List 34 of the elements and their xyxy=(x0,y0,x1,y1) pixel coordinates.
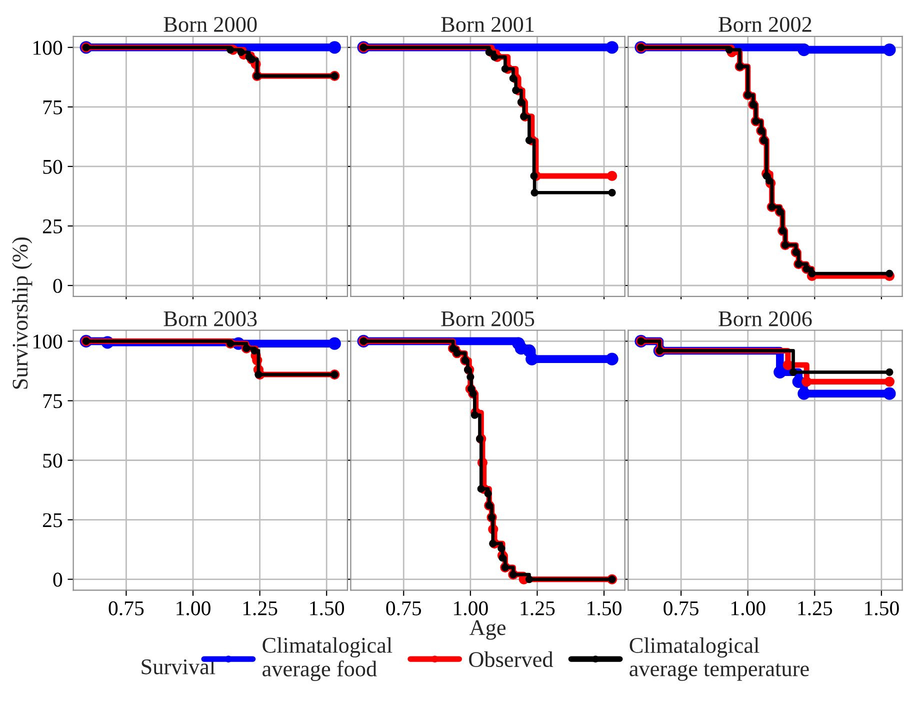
x-tick-label: 0.75 xyxy=(664,601,698,616)
chart-title: Born 2006 xyxy=(718,311,812,326)
chart-title: Born 2002 xyxy=(718,16,812,32)
x-tick-label: 1.00 xyxy=(176,601,210,616)
y-tick-label: 100 xyxy=(33,40,62,55)
y-tick-label: 0 xyxy=(53,278,62,293)
y-tick-label: 50 xyxy=(43,454,62,468)
x-tick-label: 1.50 xyxy=(310,601,344,616)
x-tick-label: 1.25 xyxy=(243,601,278,616)
y-tick-label: 25 xyxy=(42,219,62,234)
x-tick-label: 1.00 xyxy=(731,601,766,616)
y-tick-label: 25 xyxy=(42,513,62,528)
x-axis-title: Age xyxy=(470,620,506,640)
legend-title: Survival xyxy=(142,658,216,674)
x-tick-label: 0.75 xyxy=(386,601,422,616)
x-tick-label: 0.75 xyxy=(108,601,144,616)
x-tick-label: 1.25 xyxy=(798,601,832,616)
legend-label: Climatalogical average temperature xyxy=(630,637,809,681)
legend-label: Observed xyxy=(469,651,554,668)
legend-label: Climatalogical average food xyxy=(262,637,392,681)
y-axis-title: Survivorship (%) xyxy=(12,237,32,389)
chart-title: Born 2000 xyxy=(164,16,257,32)
y-tick-label: 75 xyxy=(43,100,62,114)
x-tick-label: 1.50 xyxy=(588,601,622,616)
chart-title: Born 2001 xyxy=(441,16,534,32)
x-tick-label: 1.00 xyxy=(454,601,488,616)
y-tick-label: 0 xyxy=(53,572,62,587)
y-tick-label: 50 xyxy=(43,160,62,174)
chart-title: Born 2003 xyxy=(164,311,257,326)
y-tick-label: 100 xyxy=(33,334,62,349)
x-tick-label: 1.50 xyxy=(865,601,899,616)
x-tick-label: 1.25 xyxy=(520,601,555,616)
y-tick-label: 75 xyxy=(43,394,62,408)
chart-title: Born 2005 xyxy=(441,311,534,326)
